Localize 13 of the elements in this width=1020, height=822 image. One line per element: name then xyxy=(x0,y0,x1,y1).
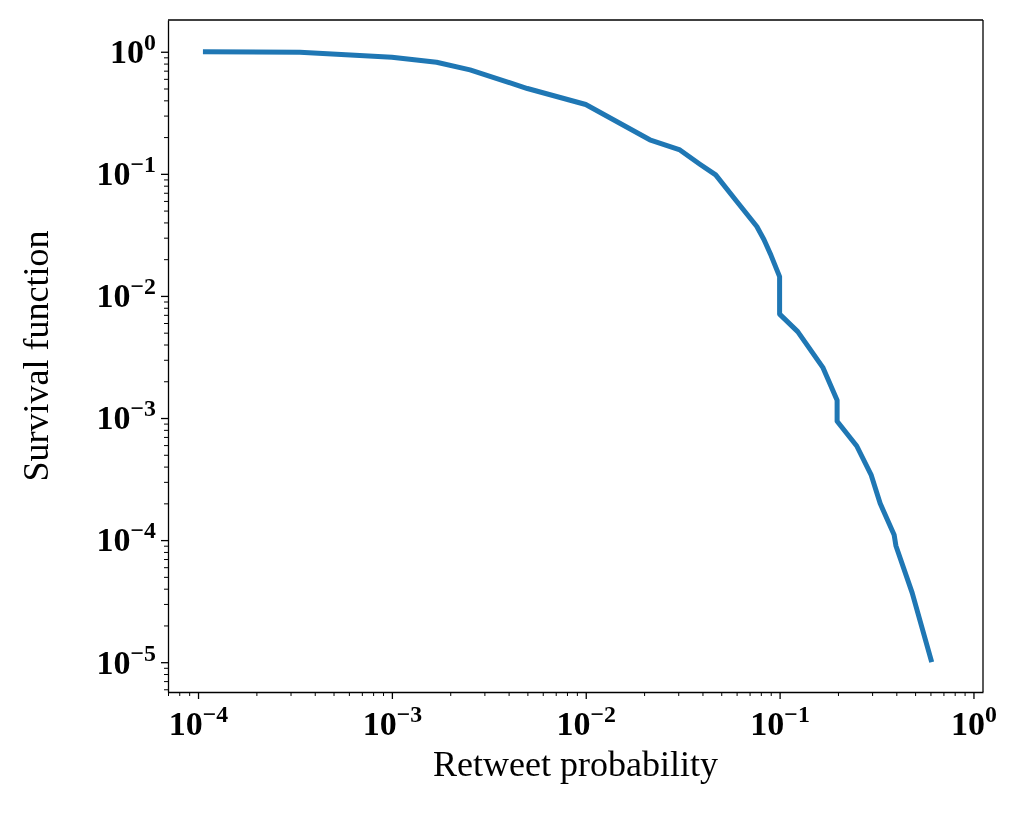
x-axis-title: Retweet probability xyxy=(433,744,718,784)
y-tick-label: 10$^{−4}$ xyxy=(96,517,157,559)
x-tick-label: 10$^{−4}$ xyxy=(168,700,229,742)
x-tick-label: 10$^{−3}$ xyxy=(362,700,423,742)
y-axis-title: Survival function xyxy=(16,230,56,482)
x-tick-label: 10$^{−2}$ xyxy=(556,700,616,742)
y-tick-label: 10$^{0}$ xyxy=(110,29,156,71)
x-tick-label: 10$^{−1}$ xyxy=(750,700,810,742)
y-tick-label: 10$^{−2}$ xyxy=(96,273,156,315)
y-tick-label: 10$^{−1}$ xyxy=(96,151,156,193)
y-tick-label: 10$^{−5}$ xyxy=(96,639,157,681)
y-tick-label: 10$^{−3}$ xyxy=(96,395,157,437)
x-tick-label: 10$^{0}$ xyxy=(951,700,997,742)
